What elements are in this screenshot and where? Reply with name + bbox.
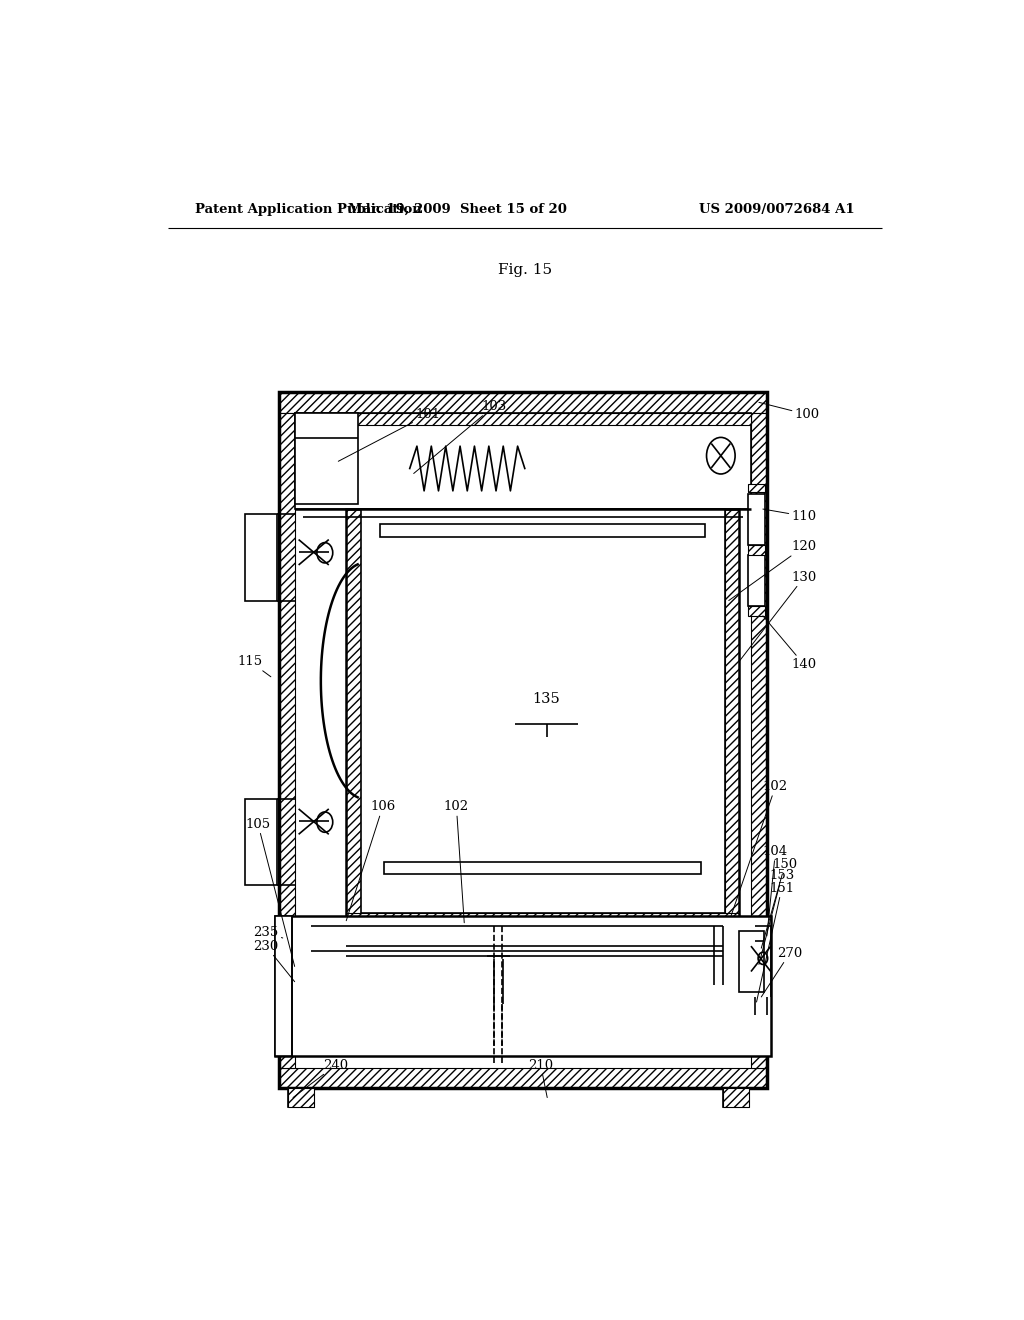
Text: 110: 110 — [763, 510, 816, 523]
Bar — [748, 545, 765, 554]
Text: 115: 115 — [238, 655, 270, 677]
Text: 103: 103 — [414, 400, 507, 474]
Text: 135: 135 — [532, 692, 560, 706]
Bar — [295, 413, 358, 504]
Text: 235: 235 — [253, 927, 283, 940]
Bar — [289, 1089, 313, 1106]
Text: Mar. 19, 2009  Sheet 15 of 20: Mar. 19, 2009 Sheet 15 of 20 — [348, 203, 566, 215]
Text: 130: 130 — [739, 570, 817, 661]
Bar — [289, 1089, 313, 1106]
Text: Patent Application Publication: Patent Application Publication — [196, 203, 422, 215]
Bar — [346, 510, 360, 931]
Bar — [723, 1089, 749, 1106]
Text: US 2009/0072684 A1: US 2009/0072684 A1 — [698, 203, 854, 215]
Text: 230: 230 — [253, 940, 295, 982]
Bar — [748, 483, 765, 492]
Bar — [725, 510, 739, 931]
Bar — [360, 510, 725, 912]
Text: 104: 104 — [763, 845, 788, 936]
Bar — [380, 524, 705, 536]
Bar — [346, 510, 739, 931]
Bar — [346, 912, 739, 931]
Bar — [751, 412, 767, 1068]
Text: 270: 270 — [761, 946, 803, 997]
Text: 102: 102 — [443, 800, 469, 923]
Bar — [274, 916, 771, 1056]
Bar — [723, 1089, 749, 1106]
Bar — [279, 392, 767, 1089]
Text: 150: 150 — [761, 858, 798, 948]
Text: 151: 151 — [757, 882, 795, 1002]
Bar — [384, 862, 701, 874]
Text: 106: 106 — [346, 800, 395, 921]
Text: Fig. 15: Fig. 15 — [498, 263, 552, 277]
Bar — [739, 931, 765, 991]
Bar — [246, 515, 278, 601]
Bar — [246, 799, 278, 886]
Text: 240: 240 — [293, 1059, 348, 1097]
Bar — [279, 412, 295, 1068]
Bar — [295, 412, 751, 510]
Bar — [279, 1068, 767, 1089]
Text: 105: 105 — [246, 817, 295, 966]
Text: 100: 100 — [759, 403, 820, 421]
Text: 120: 120 — [729, 540, 816, 601]
Text: 153: 153 — [759, 870, 795, 965]
Text: 102: 102 — [731, 780, 788, 916]
Text: 140: 140 — [763, 615, 816, 671]
Bar — [274, 916, 292, 1056]
Text: 210: 210 — [528, 1059, 553, 1097]
Bar — [295, 413, 751, 425]
Bar — [279, 392, 767, 412]
Bar — [299, 949, 346, 998]
Bar — [748, 494, 765, 545]
Text: 101: 101 — [338, 408, 440, 461]
Bar — [748, 554, 765, 606]
Bar — [748, 606, 765, 615]
